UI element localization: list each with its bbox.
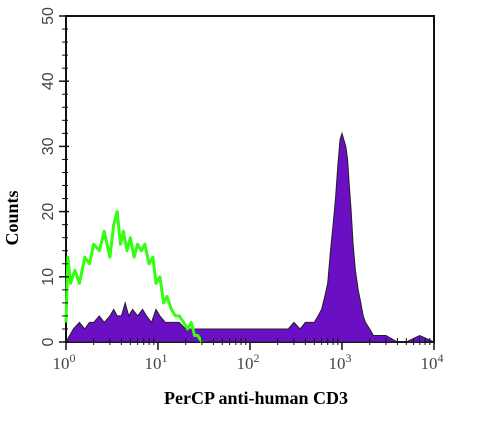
x-tick-label: 103 — [329, 351, 352, 373]
y-axis-title: Counts — [2, 190, 22, 245]
series-layer — [64, 131, 435, 343]
y-tick-label: 50 — [40, 7, 57, 25]
x-tick-label: 104 — [421, 351, 444, 373]
x-tick-labels: 100 101 102 103 104 — [53, 351, 444, 373]
x-axis-title: PerCP anti-human CD3 — [164, 388, 348, 408]
y-tick-label: 0 — [40, 337, 57, 346]
y-tick-label: 10 — [40, 268, 57, 286]
x-tick-label: 101 — [145, 351, 168, 373]
plot-area — [59, 15, 435, 350]
series-0-line — [64, 210, 204, 343]
x-tick-label: 102 — [237, 351, 260, 373]
y-tick-label: 30 — [40, 137, 57, 155]
series-1-area — [65, 131, 435, 343]
y-tick-label: 40 — [40, 72, 57, 90]
y-tick-label: 20 — [40, 203, 57, 221]
x-tick-label: 100 — [53, 351, 76, 373]
plot-frame — [65, 15, 435, 343]
y-tick-labels: 0 10 20 30 40 50 — [40, 7, 57, 346]
tick-layer — [59, 15, 435, 350]
